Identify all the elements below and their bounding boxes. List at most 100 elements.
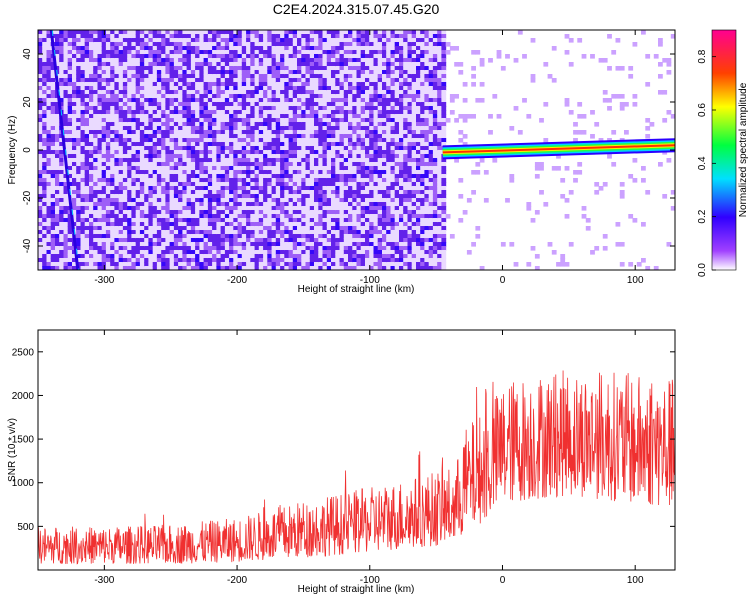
spectrogram-cell	[216, 114, 222, 119]
spectrogram-cell	[271, 70, 277, 75]
spectrogram-cell	[288, 162, 294, 167]
spectrogram-cell	[118, 146, 124, 151]
spectrogram-cell	[246, 174, 251, 179]
spectrogram-cell	[373, 134, 379, 139]
spectrogram-cell	[220, 126, 226, 131]
spectrogram-cell	[284, 230, 290, 235]
spectrogram-cell	[165, 186, 171, 191]
spectrogram-cell	[382, 78, 387, 83]
spectrogram-cell	[152, 98, 158, 103]
spectrogram-cell	[186, 166, 192, 171]
spectrogram-cell	[152, 150, 158, 155]
spectrogram-cell	[216, 226, 222, 231]
spectrogram-cell	[186, 74, 192, 79]
spectrogram-cell	[42, 198, 47, 203]
spectrogram-cell	[271, 158, 277, 163]
spectrogram-cell	[369, 106, 374, 111]
spectrogram-cell	[55, 266, 60, 270]
spectrogram-cell	[76, 218, 81, 223]
spectrogram-cell	[63, 58, 69, 63]
spectrogram-cell	[195, 250, 200, 255]
spectrogram-cell	[241, 102, 247, 107]
spectrogram-cell	[271, 38, 277, 43]
spectrogram-cell	[199, 122, 205, 127]
spectrogram-cell	[178, 186, 183, 191]
spectrogram-cell	[335, 138, 341, 143]
spectrogram-cell	[195, 114, 200, 119]
spectrogram-cell	[348, 114, 353, 119]
spectrogram-cell	[288, 94, 294, 99]
spectrogram-cell	[352, 266, 358, 270]
spectrogram-cell	[343, 262, 349, 267]
spectrogram-cell	[297, 106, 302, 111]
spectrogram-cell	[139, 210, 145, 215]
spectrogram-cell	[352, 66, 358, 71]
spectrogram-cell	[67, 30, 73, 35]
spectrogram-cell	[190, 114, 196, 119]
spectrogram-cell	[50, 182, 56, 187]
spectrogram-cell	[314, 142, 319, 147]
spectrogram-cell	[63, 70, 69, 75]
spectrogram-cell	[331, 46, 336, 51]
spectrogram-cell	[199, 230, 205, 235]
spectrogram-cell	[280, 178, 285, 183]
spectrogram-cell	[382, 90, 387, 95]
spectrogram-cell	[318, 162, 324, 167]
spectrogram-cell	[152, 186, 158, 191]
spectrogram-cell	[169, 70, 175, 75]
spectrogram-cell	[199, 78, 205, 83]
spectrogram-cell	[144, 162, 149, 167]
spectrogram-cell	[127, 102, 132, 107]
spectrogram-cell	[50, 226, 56, 231]
spectrogram-cell	[110, 190, 115, 195]
spectrogram-cell	[203, 178, 209, 183]
spectrogram-cell	[148, 110, 154, 115]
spectrogram-cell	[144, 146, 149, 151]
spectrogram-cell	[42, 226, 47, 231]
spectrogram-cell	[318, 218, 324, 223]
spectrogram-cell	[314, 106, 319, 111]
spectrogram-cell	[161, 246, 166, 251]
spectrogram-cell	[305, 254, 311, 259]
spectrogram-cell	[271, 222, 277, 227]
spectrogram-cell	[101, 190, 107, 195]
spectrogram-cell	[233, 166, 239, 171]
spectrogram-cell	[271, 174, 277, 179]
spectrogram-cell	[169, 62, 175, 67]
spectrogram-cell	[46, 250, 52, 255]
spectrogram-cell	[63, 78, 69, 83]
spectrogram-cell	[101, 238, 107, 243]
spectrogram-cell	[50, 246, 56, 251]
spectrogram-cell	[67, 146, 73, 151]
spectrogram-cell	[93, 186, 98, 191]
spectrogram-cell	[271, 242, 277, 247]
spectrogram-cell	[63, 114, 69, 119]
spectrogram-cell	[275, 158, 281, 163]
spectrogram-cell	[50, 130, 56, 135]
spectrogram-cell	[76, 94, 81, 99]
spectrogram-cell	[131, 42, 137, 47]
spectrogram-cell	[212, 30, 217, 35]
spectrogram-cell	[105, 266, 111, 270]
spectrogram-cell	[127, 250, 132, 255]
spectrogram-cell	[169, 50, 175, 55]
spectrogram-cell	[97, 102, 103, 107]
spectrogram-cell	[182, 122, 188, 127]
spectrogram-cell	[267, 150, 273, 155]
spectrogram-cell	[352, 262, 358, 267]
spectrogram-cell	[267, 86, 273, 91]
spectrogram-cell	[356, 206, 362, 211]
spectrogram-cell	[331, 262, 336, 267]
spectrogram-cell	[80, 42, 86, 47]
spectrogram-cell	[233, 242, 239, 247]
spectrogram-cell	[348, 154, 353, 159]
spectrogram-cell	[156, 266, 162, 270]
spectrogram-cell	[258, 234, 264, 239]
spectrogram-cell	[89, 142, 94, 147]
spectrogram-cell	[318, 234, 324, 239]
spectrogram-cell	[331, 122, 336, 127]
spectrogram-cell	[173, 234, 179, 239]
spectrogram-cell	[55, 198, 60, 203]
spectrogram-cell	[195, 62, 200, 67]
spectrogram-cell	[122, 38, 128, 43]
